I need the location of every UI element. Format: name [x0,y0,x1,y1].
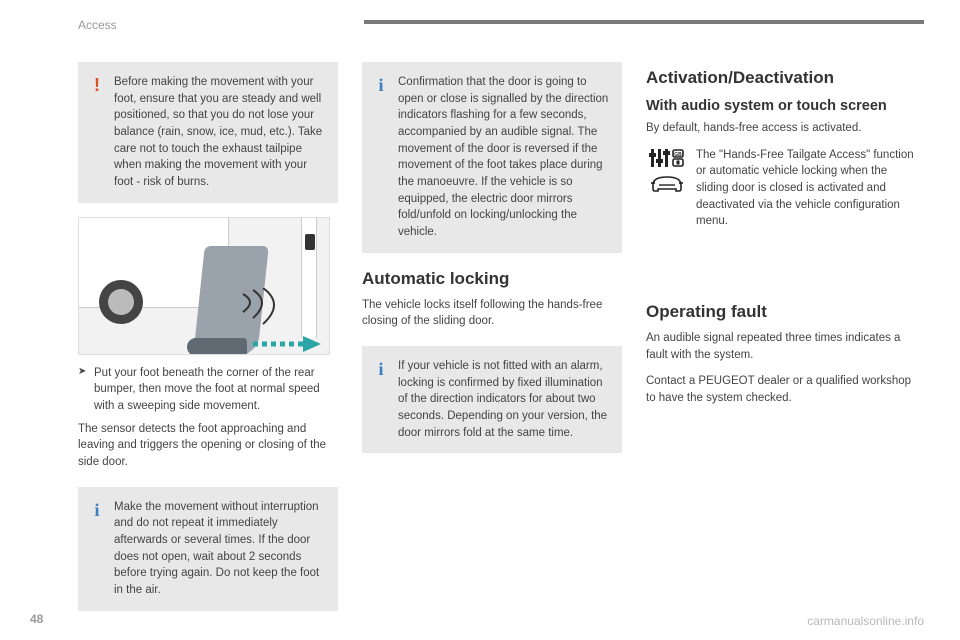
default-text: By default, hands-free access is activat… [646,120,916,143]
fault-text: An audible signal repeated three times i… [646,330,916,413]
page-number: 48 [30,612,43,626]
info-icon: i [88,497,106,523]
info-alarm-text: If your vehicle is not fitted with an al… [398,360,607,439]
car-front-icon [649,173,685,193]
info-icon: i [372,356,390,382]
info-confirmation-text: Confirmation that the door is going to o… [398,76,608,238]
warning-box: ! Before making the movement with your f… [78,62,338,203]
config-text: The "Hands-Free Tailgate Access" functio… [696,147,916,230]
info-icon: i [372,72,390,98]
svg-text:GB: GB [674,152,682,158]
page-root: Access CarManuals2.com ! Before making t… [0,0,960,640]
column-2: i Confirmation that the door is going to… [362,62,622,621]
heading-automatic-locking: Automatic locking [362,269,622,289]
warning-text: Before making the movement with your foo… [114,76,322,188]
instruction-block: Put your foot beneath the corner of the … [78,365,338,477]
info-movement-text: Make the movement without interruption a… [114,501,319,596]
info-box-confirmation: i Confirmation that the door is going to… [362,62,622,253]
info-box-movement: i Make the movement without interruption… [78,487,338,611]
heading-operating-fault: Operating fault [646,302,916,322]
info-box-alarm: i If your vehicle is not fitted with an … [362,346,622,453]
sensor-text: The sensor detects the foot approaching … [78,421,338,471]
subheading-audio: With audio system or touch screen [646,98,916,114]
section-header: Access [78,18,117,32]
auto-lock-text: The vehicle locks itself following the h… [362,297,622,336]
header-rule [364,20,924,24]
heading-activation: Activation/Deactivation [646,68,916,88]
foot-gesture-illustration [78,217,330,355]
settings-sliders-icon: GB [649,147,685,169]
content-columns: ! Before making the movement with your f… [78,62,924,621]
exclamation-icon: ! [88,72,106,98]
config-row: GB The "Hands-Free Tailgate Access" func… [646,147,916,230]
instruction-bullet: Put your foot beneath the corner of the … [78,365,338,415]
column-3: Activation/Deactivation With audio syste… [646,62,916,621]
column-1: ! Before making the movement with your f… [78,62,338,621]
watermark-footer: carmanualsonline.info [807,614,924,628]
config-icons: GB [646,147,688,230]
